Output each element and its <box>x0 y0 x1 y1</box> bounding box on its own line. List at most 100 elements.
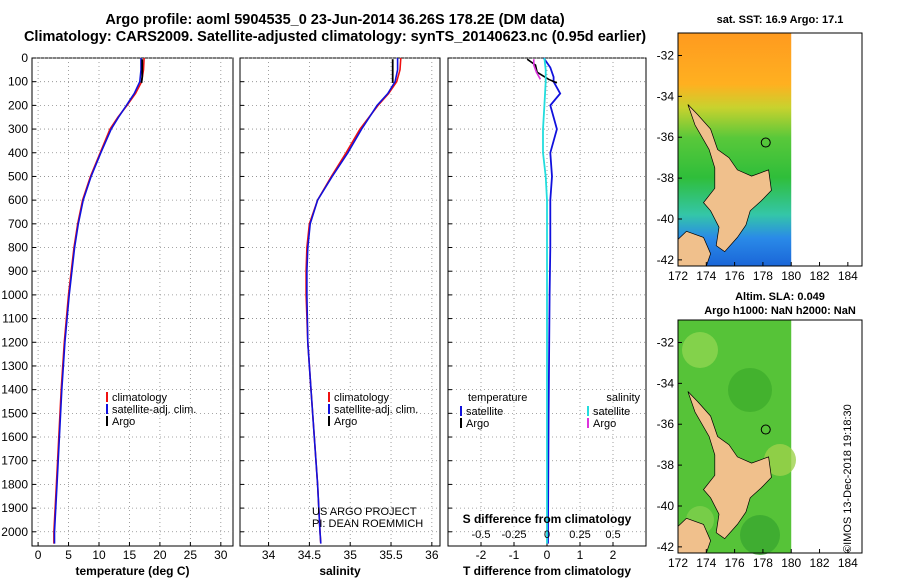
map-lat-label: -42 <box>657 253 675 267</box>
legend-label: satellite <box>466 406 503 418</box>
s-diff-tick-label: -0.25 <box>501 529 526 541</box>
s-diff-tick-label: -0.5 <box>472 529 491 541</box>
map-lon-label: 184 <box>838 269 858 283</box>
map-lat-label: -34 <box>657 376 675 390</box>
x-axis-label-salinity: salinity <box>319 564 361 578</box>
map-lat-label: -40 <box>657 499 675 513</box>
y-tick-label: 1000 <box>1 288 28 302</box>
x-tick-label: -1 <box>509 548 520 562</box>
map-lon-label: 172 <box>668 556 688 570</box>
map-frame <box>677 32 863 267</box>
sla-blob <box>740 515 780 555</box>
y-tick-label: 1800 <box>1 477 28 491</box>
sla-blob <box>764 444 796 476</box>
series-line-s-satellite <box>542 57 548 544</box>
sla-blob <box>682 332 718 368</box>
s-diff-tick-label: 0.25 <box>569 529 590 541</box>
sla-map-title: Altim. SLA: 0.049 <box>735 291 825 303</box>
y-tick-label: 0 <box>21 51 28 65</box>
series-line-s-argo <box>532 59 542 80</box>
map-lon-label: 174 <box>696 269 716 283</box>
y-tick-label: 1600 <box>1 430 28 444</box>
y-tick-label: 200 <box>8 98 28 112</box>
legend-label: climatology <box>112 392 168 404</box>
x-tick-label: 35.5 <box>379 548 403 562</box>
y-tick-label: 1700 <box>1 454 28 468</box>
sla-blob <box>728 368 772 412</box>
legend-label: Argo <box>466 418 489 430</box>
map-lon-label: 176 <box>725 269 745 283</box>
map-frame <box>677 319 863 554</box>
x-tick-label: 34.5 <box>298 548 322 562</box>
y-tick-label: 1200 <box>1 335 28 349</box>
y-tick-label: 100 <box>8 75 28 89</box>
x-tick-label: 34 <box>262 548 276 562</box>
map-lat-label: -40 <box>657 212 675 226</box>
series-line-argo <box>140 59 144 83</box>
legend-label: satellite <box>593 406 630 418</box>
map-lon-label: 174 <box>696 556 716 570</box>
y-tick-label: 1100 <box>2 312 28 326</box>
x-tick-label: 1 <box>577 548 584 562</box>
map-lon-label: 178 <box>753 556 773 570</box>
x-tick-label: 36 <box>425 548 439 562</box>
x-tick-label: 25 <box>184 548 198 562</box>
y-tick-label: 300 <box>8 122 28 136</box>
map-lon-label: 172 <box>668 269 688 283</box>
plot-frame-salinity <box>239 57 441 547</box>
map-lon-label: 178 <box>753 269 773 283</box>
sst-map <box>677 32 863 267</box>
legend-label: climatology <box>334 392 390 404</box>
x-tick-label: 10 <box>92 548 106 562</box>
legend-label: Argo <box>334 416 357 428</box>
chart-subtitle: Climatology: CARS2009. Satellite-adjuste… <box>23 29 647 45</box>
s-diff-tick-label: 0 <box>544 529 550 541</box>
x-tick-label: -2 <box>476 548 487 562</box>
chart-title: Argo profile: aoml 5904535_0 23-Jun-2014… <box>105 12 565 28</box>
sla-map <box>677 319 863 555</box>
x-tick-label: 30 <box>214 548 228 562</box>
x-tick-label: 15 <box>123 548 137 562</box>
x-tick-label: 5 <box>65 548 72 562</box>
map-lat-label: -38 <box>657 458 675 472</box>
map-lat-label: -34 <box>657 89 675 103</box>
map-lat-label: -38 <box>657 171 675 185</box>
land-north-island <box>687 104 772 253</box>
legend-label: satellite-adj. clim. <box>334 404 418 416</box>
x-tick-label: 20 <box>153 548 167 562</box>
series-line-satellite <box>53 58 142 544</box>
y-tick-label: 400 <box>8 146 28 160</box>
annotation-text: PI: DEAN ROEMMICH <box>312 518 423 530</box>
legend-label: Argo <box>593 418 616 430</box>
legend-title-salinity: salinity <box>606 392 640 404</box>
map-lon-label: 180 <box>781 269 801 283</box>
argo-position-marker <box>760 137 771 148</box>
y-tick-label: 600 <box>8 193 28 207</box>
y-tick-label: 1500 <box>1 406 28 420</box>
x-tick-label: 2 <box>610 548 617 562</box>
map-lon-label: 180 <box>781 556 801 570</box>
x-tick-label: 0 <box>35 548 42 562</box>
annotation-text: US ARGO PROJECT <box>312 506 417 518</box>
map-lon-label: 182 <box>810 556 830 570</box>
y-tick-label: 900 <box>8 264 28 278</box>
sla-map-subtitle: Argo h1000: NaN h2000: NaN <box>704 305 856 317</box>
y-tick-label: 1400 <box>1 383 28 397</box>
map-lon-label: 182 <box>810 269 830 283</box>
argo-position-marker <box>760 424 771 435</box>
x-axis-label-temperature: temperature (deg C) <box>75 564 189 578</box>
y-tick-label: 700 <box>8 217 28 231</box>
map-lat-label: -36 <box>657 417 675 431</box>
s-diff-tick-label: 0.5 <box>605 529 620 541</box>
timestamp-stamp: ©IMOS 13-Dec-2018 19:18:30 <box>842 404 854 553</box>
sst-map-title: sat. SST: 16.9 Argo: 17.1 <box>716 14 844 26</box>
map-lat-label: -36 <box>657 130 675 144</box>
map-lon-label: 184 <box>838 556 858 570</box>
plot-frame-temperature <box>31 57 234 547</box>
y-tick-label: 800 <box>8 241 28 255</box>
map-lon-label: 176 <box>725 556 745 570</box>
x-tick-label: 0 <box>544 548 551 562</box>
map-lat-label: -42 <box>657 540 675 554</box>
land-north-island <box>687 391 772 540</box>
